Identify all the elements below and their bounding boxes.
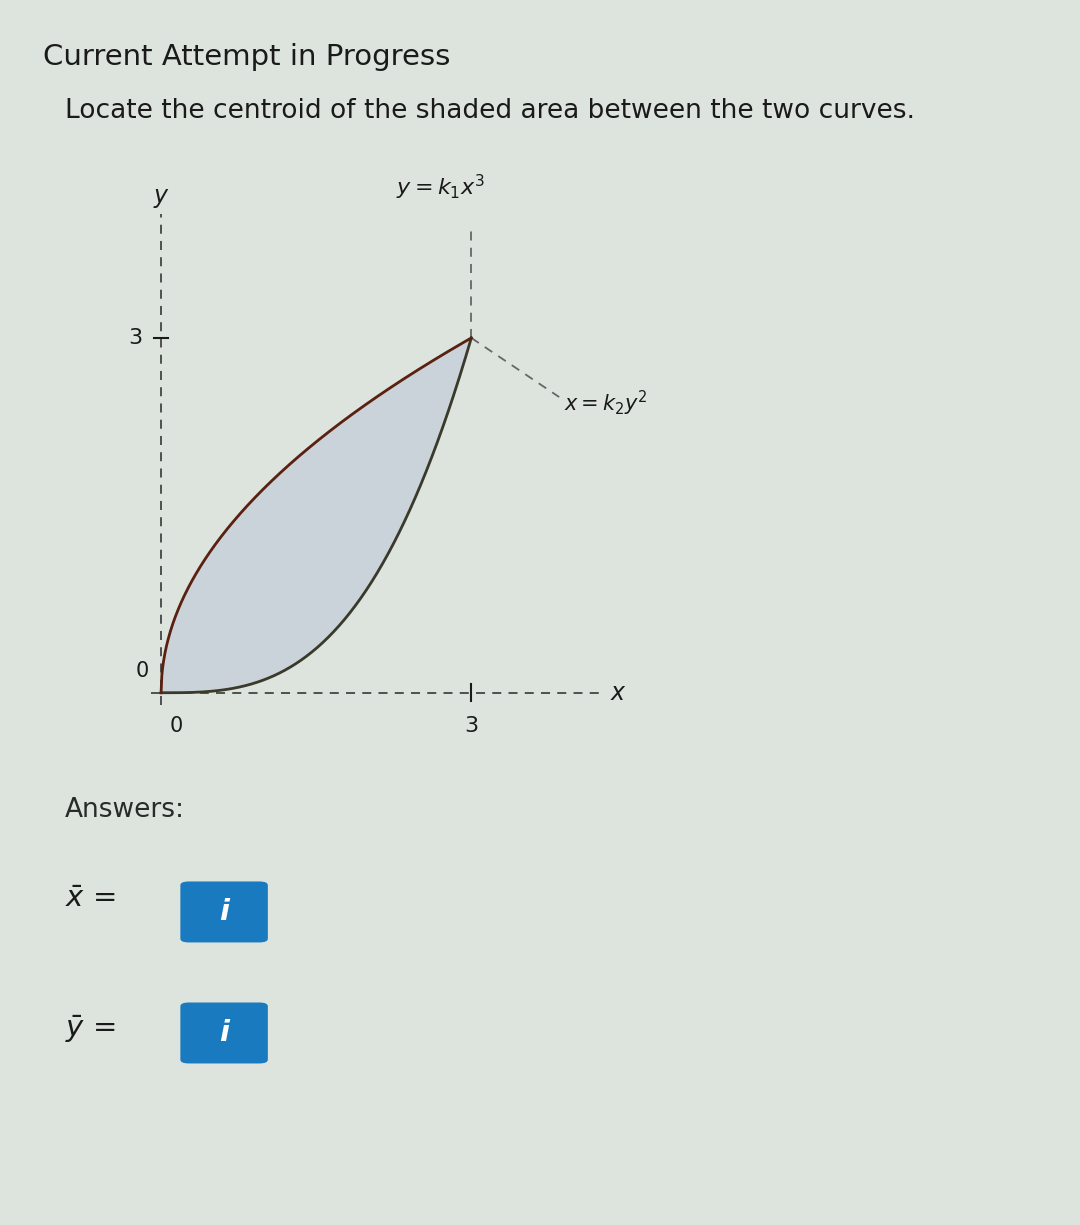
- Text: y: y: [154, 184, 168, 208]
- Text: 3: 3: [129, 328, 143, 348]
- Text: $y = k_1 x^3$: $y = k_1 x^3$: [395, 173, 485, 202]
- Text: 0: 0: [135, 662, 149, 681]
- Text: x: x: [611, 681, 625, 704]
- Text: $\bar{x}$ =: $\bar{x}$ =: [65, 886, 116, 913]
- FancyBboxPatch shape: [180, 1002, 268, 1063]
- Text: 3: 3: [464, 717, 478, 736]
- Text: $x = k_2 y^2$: $x = k_2 y^2$: [565, 388, 648, 418]
- Text: i: i: [219, 898, 229, 926]
- Text: Current Attempt in Progress: Current Attempt in Progress: [43, 43, 450, 71]
- FancyBboxPatch shape: [180, 882, 268, 942]
- Text: $\bar{y}$ =: $\bar{y}$ =: [65, 1013, 116, 1045]
- Text: 0: 0: [170, 717, 183, 736]
- Text: Answers:: Answers:: [65, 796, 185, 823]
- Text: i: i: [219, 1019, 229, 1047]
- Text: Locate the centroid of the shaded area between the two curves.: Locate the centroid of the shaded area b…: [65, 98, 915, 124]
